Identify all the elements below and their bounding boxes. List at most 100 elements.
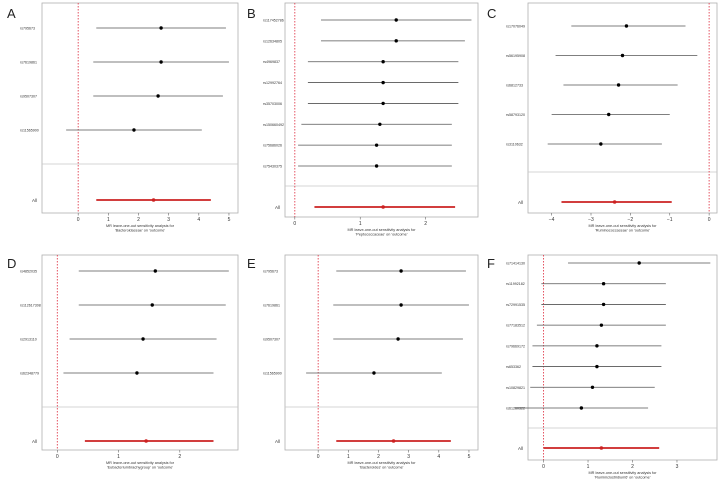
panel-b-snp-label: rs117452786	[263, 19, 284, 23]
panel-e-x-tick-label: 0	[317, 454, 320, 460]
panel-c-x-tick-label: −3	[588, 217, 594, 223]
panel-b-all-label: All	[275, 205, 280, 210]
panel-b-snp-label: rs4969837	[263, 60, 280, 64]
panel-f-frame	[527, 254, 718, 461]
panel-a-snp-label: rs9507307	[20, 95, 37, 99]
panel-d-point	[153, 269, 158, 273]
panel-b-point	[394, 39, 398, 43]
panel-f-snp-label: rs79669172	[506, 344, 525, 348]
panel-a-x-tick-label: 3	[167, 217, 170, 223]
panel-f-axis-title: MR leave-one-out sensitivity analysis fo…	[589, 471, 658, 475]
panel-e-x-tick-label: 3	[407, 454, 410, 460]
panel-d-x-tick-label: 0	[56, 454, 59, 460]
panel-b-point	[381, 60, 385, 64]
panel-c-x-tick-label: 0	[708, 217, 711, 223]
panel-c-label: C	[487, 6, 496, 21]
panel-b-x-tick-label: 1	[359, 221, 362, 227]
panel-c-point	[607, 112, 611, 117]
panel-a-axis-subtitle: 'Bacteroidaceae' on 'outcome'	[115, 229, 165, 233]
panel-f-point	[601, 282, 606, 286]
panel-e-x-tick-label: 1	[347, 454, 350, 460]
panel-b-axis-title: MR leave-one-out sensitivity analysis fo…	[348, 228, 417, 232]
panel-c-snp-label: rs3110632	[506, 143, 523, 147]
panel-c-snp-label: rs58793120	[506, 113, 525, 117]
panel-f-axis-subtitle: 'Ruminiclostridium6' on 'outcome'	[595, 476, 651, 480]
panel-b-all-point	[381, 205, 385, 209]
panel-f-snp-label: rs71414130	[506, 262, 525, 266]
panel-e-point	[399, 269, 403, 273]
panel-f-label: F	[487, 256, 495, 271]
panel-d-x-tick-label: 1	[117, 454, 120, 460]
panel-e-x-tick-label: 4	[437, 454, 440, 460]
panel-b-snp-label: rs75686026	[263, 144, 282, 148]
panel-c-x-tick-label: −2	[628, 217, 634, 223]
panel-e-frame	[284, 254, 479, 451]
panel-d-all-point	[144, 439, 148, 443]
panel-b-x-tick-label: 0	[293, 221, 296, 227]
panel-a-frame	[41, 2, 239, 214]
panel-e-snp-label: rs11565900	[263, 372, 282, 376]
panel-c-frame	[527, 2, 718, 214]
panel-c-point	[620, 53, 625, 58]
panel-a-snp-label: rs7619861	[20, 61, 37, 65]
panel-a-all-label: All	[32, 198, 37, 203]
panel-c-x-tick-label: −4	[549, 217, 555, 223]
panel-b-snp-label: rs12634805	[263, 39, 282, 43]
panel-a-snp-label: rs795673	[20, 27, 35, 31]
panel-a-all-point	[151, 198, 156, 202]
panel-c-x-tick-label: −1	[667, 217, 673, 223]
panel-b-frame	[284, 2, 479, 218]
panel-e-point	[399, 303, 403, 307]
panel-b-point	[381, 101, 385, 106]
panel-a-point	[159, 60, 163, 64]
panel-f-x-tick-label: 1	[587, 464, 590, 470]
panel-f-all-label: All	[518, 446, 523, 451]
panel-b-point	[374, 164, 379, 168]
panel-d-frame	[41, 254, 239, 451]
panel-f-x-tick-label: 0	[542, 464, 545, 470]
panel-f-snp-label: rs11992182	[506, 282, 525, 286]
panel-e-point	[396, 337, 400, 341]
panel-c-all-point	[612, 200, 617, 204]
panel-b-snp-label: rs12992764	[263, 81, 282, 85]
panel-f-snp-label: rs61260322	[506, 407, 525, 411]
panel-f-snp-label: rs72991535	[506, 303, 525, 307]
panel-e-all-point	[391, 439, 396, 443]
panel-a-x-tick-label: 1	[107, 217, 110, 223]
panel-f-snp-label: rs653362	[506, 365, 521, 369]
panel-a-snp-label: rs11565900	[20, 129, 39, 133]
panel-a-point	[156, 94, 160, 98]
panel-e-axis-subtitle: 'Bacteroides' on 'outcome'	[360, 466, 404, 470]
panel-d-snp-label: rs2913110	[20, 338, 37, 342]
panel-b-point	[378, 122, 382, 126]
panel-a-x-tick-label: 4	[197, 217, 200, 223]
panel-d-axis-title: MR leave-one-out sensitivity analysis fo…	[106, 461, 175, 465]
panel-f-point	[637, 261, 641, 265]
panel-a-axis-title: MR leave-one-out sensitivity analysis fo…	[106, 224, 175, 228]
panel-b-point	[381, 80, 385, 85]
panel-c-point	[624, 24, 629, 28]
panel-b-axis-subtitle: 'Peptococcaceae' on 'outcome'	[356, 233, 408, 237]
panel-b-point	[394, 18, 398, 22]
panel-c-point	[599, 142, 603, 146]
panel-b-label: B	[247, 6, 256, 21]
panel-d-snp-label: rs112617308	[20, 304, 41, 308]
panel-c-snp-label: rs56195908	[506, 54, 525, 58]
panel-a-x-tick-label: 5	[228, 217, 231, 223]
panel-a-x-tick-label: 0	[77, 217, 80, 223]
panel-f-point	[601, 302, 606, 307]
panel-a-point	[132, 128, 136, 132]
panel-e-all-label: All	[275, 439, 280, 444]
panel-c-snp-label: rs17076049	[506, 25, 525, 29]
panel-e-axis-title: MR leave-one-out sensitivity analysis fo…	[348, 461, 417, 465]
panel-f-point	[579, 406, 584, 410]
panel-e-snp-label: rs7619861	[263, 304, 280, 308]
panel-d-point	[150, 303, 154, 307]
panel-a-label: A	[7, 6, 16, 21]
panel-b-snp-label: rs75430375	[263, 165, 282, 169]
panel-f-snp-label: rs10829821	[506, 386, 525, 390]
panel-f-x-tick-label: 2	[631, 464, 634, 470]
panel-c-point	[616, 83, 621, 87]
panel-c-axis-subtitle: 'Ruminococcaceae' on 'outcome'	[595, 229, 650, 233]
